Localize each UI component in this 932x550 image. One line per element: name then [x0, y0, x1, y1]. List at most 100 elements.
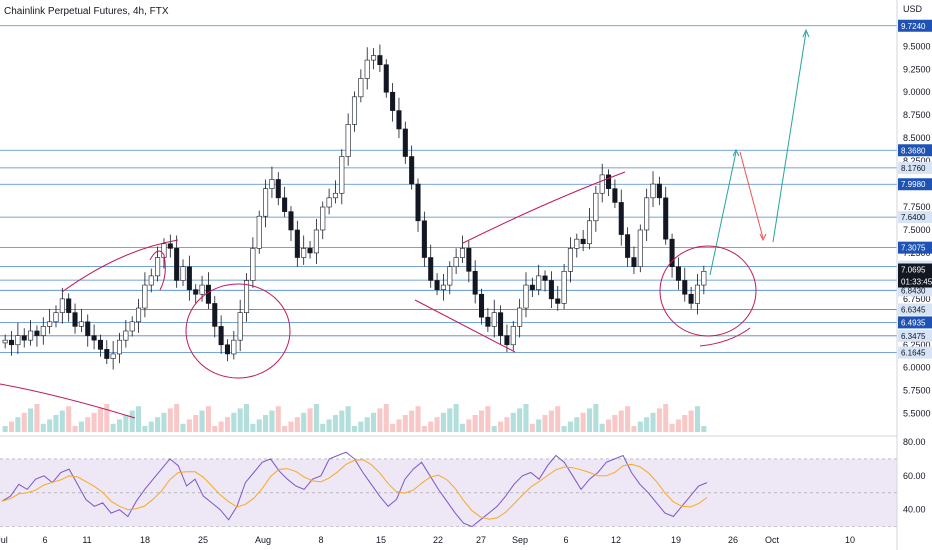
volume-bar	[542, 415, 548, 432]
volume-bar	[586, 408, 593, 432]
volume-bar	[161, 412, 167, 432]
volume-bar	[136, 406, 142, 432]
candle-body	[599, 174, 605, 194]
candle-body	[701, 271, 707, 286]
volume-bar	[669, 423, 675, 432]
volume-bar	[345, 406, 351, 432]
volume-bar	[625, 406, 631, 432]
candle-body	[618, 202, 624, 235]
volume-bar	[116, 419, 123, 432]
candle-body	[91, 335, 97, 341]
volume-bar	[491, 426, 497, 432]
candle-body	[218, 326, 224, 346]
volume-bar	[15, 417, 21, 432]
candle-body	[351, 96, 358, 125]
volume-bar	[326, 419, 332, 432]
candle-body	[485, 316, 491, 327]
volume-bar	[307, 408, 313, 432]
drawings	[0, 28, 810, 419]
volume-bar	[294, 417, 300, 432]
volume-bar	[263, 415, 269, 432]
candle-body	[326, 197, 332, 208]
volume-bar	[313, 404, 319, 432]
candle-body	[53, 312, 59, 323]
candle-body	[631, 257, 637, 268]
time-tick-label: 6	[42, 535, 47, 545]
candle-body	[415, 183, 421, 222]
volume-bar	[529, 423, 535, 432]
volume-bar	[97, 408, 103, 432]
price-tick-label: 8.2500	[903, 156, 931, 166]
level-badge	[898, 303, 932, 316]
candles	[2, 44, 707, 370]
price-axis: 5.50005.75006.00006.25006.50006.75007.00…	[898, 19, 932, 419]
volume-bar	[91, 412, 97, 432]
volume-bar	[701, 426, 707, 432]
volume-bar	[517, 408, 523, 432]
volume-bar	[478, 410, 485, 432]
candle-body	[656, 183, 662, 199]
volume-bar	[104, 404, 110, 432]
candle-body	[383, 64, 389, 93]
volume-bar	[148, 421, 154, 432]
volume-bar	[358, 421, 364, 432]
time-tick-label: 12	[611, 535, 621, 545]
candle-body	[104, 349, 110, 359]
price-tick-label: 6.2500	[903, 340, 931, 350]
volume-bar	[390, 423, 396, 432]
level-badge-label: 8.1760	[901, 164, 926, 173]
candle-body	[66, 298, 72, 313]
level-badge	[898, 144, 932, 157]
volume-bar	[237, 408, 243, 432]
rsi-pane: 40.00 60.00 80.00	[0, 437, 926, 528]
level-badge	[898, 161, 932, 174]
volume-bar	[167, 408, 173, 432]
volume-bar	[466, 419, 472, 432]
price-tick-label: 7.7500	[903, 202, 931, 212]
volume-bar	[301, 412, 307, 432]
volume-bar	[396, 419, 402, 432]
level-badge	[898, 241, 932, 254]
rsi-tick-label: 40.00	[903, 505, 926, 515]
level-badge	[898, 346, 932, 359]
candle-body	[612, 188, 618, 203]
volume-bar	[650, 412, 656, 432]
candle-body	[199, 284, 205, 295]
candle-body	[110, 353, 116, 359]
candle-body	[663, 197, 669, 240]
candle-body	[97, 339, 103, 350]
candle-body	[358, 78, 364, 98]
candle-body	[371, 55, 377, 61]
candle-body	[155, 257, 161, 277]
candle-body	[123, 330, 129, 341]
candle-body	[212, 303, 218, 327]
rsi-tick-label: 60.00	[903, 471, 926, 481]
level-badge-label: 6.4935	[901, 318, 926, 327]
candle-body	[694, 284, 700, 304]
level-badge	[898, 329, 932, 342]
volume-bar	[256, 419, 262, 432]
candle-body	[529, 284, 535, 290]
candle-body	[491, 312, 497, 327]
candle-body	[59, 298, 65, 313]
price-tick-label: 9.5000	[903, 41, 931, 51]
price-tick-label: 6.0000	[903, 363, 931, 373]
rsi-band	[0, 458, 897, 527]
candle-body	[320, 206, 326, 231]
candle-body	[510, 326, 516, 346]
support-curve	[699, 327, 751, 347]
level-badge-label: 7.6400	[901, 213, 926, 222]
volume-bar	[155, 417, 161, 432]
demand-ellipse-2	[659, 245, 757, 337]
volume-bar	[548, 410, 554, 432]
candle-body	[682, 280, 688, 295]
price-tick-label: 6.7500	[903, 294, 931, 304]
candle-body	[498, 312, 504, 336]
candle-body	[650, 183, 656, 199]
candle-body	[332, 192, 338, 199]
candle-body	[34, 330, 40, 336]
level-badge-label: 6.1645	[901, 349, 926, 358]
candle-body	[574, 238, 580, 249]
volume-bar	[421, 426, 427, 432]
candle-body	[542, 275, 548, 281]
